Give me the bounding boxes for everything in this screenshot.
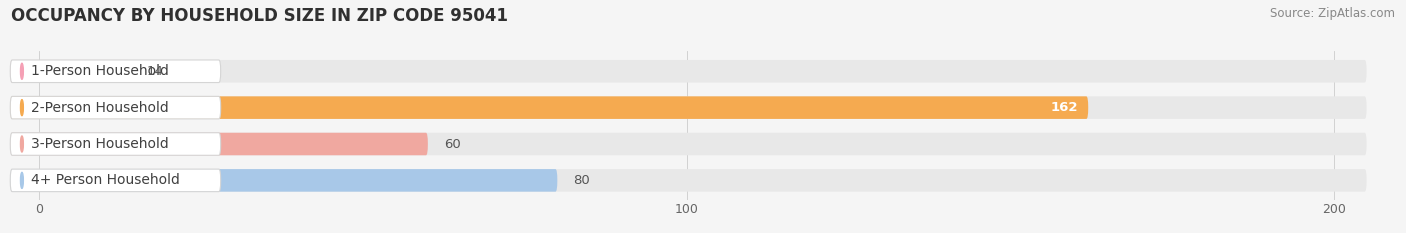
Text: OCCUPANCY BY HOUSEHOLD SIZE IN ZIP CODE 95041: OCCUPANCY BY HOUSEHOLD SIZE IN ZIP CODE … bbox=[11, 7, 508, 25]
Text: 162: 162 bbox=[1052, 101, 1078, 114]
Text: 60: 60 bbox=[444, 137, 461, 151]
FancyBboxPatch shape bbox=[10, 96, 221, 119]
Text: 2-Person Household: 2-Person Household bbox=[31, 101, 169, 115]
FancyBboxPatch shape bbox=[10, 60, 129, 82]
FancyBboxPatch shape bbox=[10, 133, 427, 155]
FancyBboxPatch shape bbox=[10, 169, 221, 192]
FancyBboxPatch shape bbox=[10, 133, 221, 155]
Circle shape bbox=[21, 172, 24, 188]
FancyBboxPatch shape bbox=[10, 133, 1367, 155]
Text: Source: ZipAtlas.com: Source: ZipAtlas.com bbox=[1270, 7, 1395, 20]
Text: 14: 14 bbox=[146, 65, 163, 78]
Text: 4+ Person Household: 4+ Person Household bbox=[31, 173, 180, 187]
Text: 1-Person Household: 1-Person Household bbox=[31, 64, 169, 78]
FancyBboxPatch shape bbox=[10, 60, 1367, 82]
Text: 3-Person Household: 3-Person Household bbox=[31, 137, 169, 151]
Text: 80: 80 bbox=[574, 174, 591, 187]
FancyBboxPatch shape bbox=[10, 60, 221, 82]
FancyBboxPatch shape bbox=[10, 169, 1367, 192]
FancyBboxPatch shape bbox=[10, 96, 1367, 119]
FancyBboxPatch shape bbox=[10, 96, 1088, 119]
Circle shape bbox=[21, 63, 24, 79]
Circle shape bbox=[21, 136, 24, 152]
FancyBboxPatch shape bbox=[10, 169, 557, 192]
Circle shape bbox=[21, 100, 24, 116]
